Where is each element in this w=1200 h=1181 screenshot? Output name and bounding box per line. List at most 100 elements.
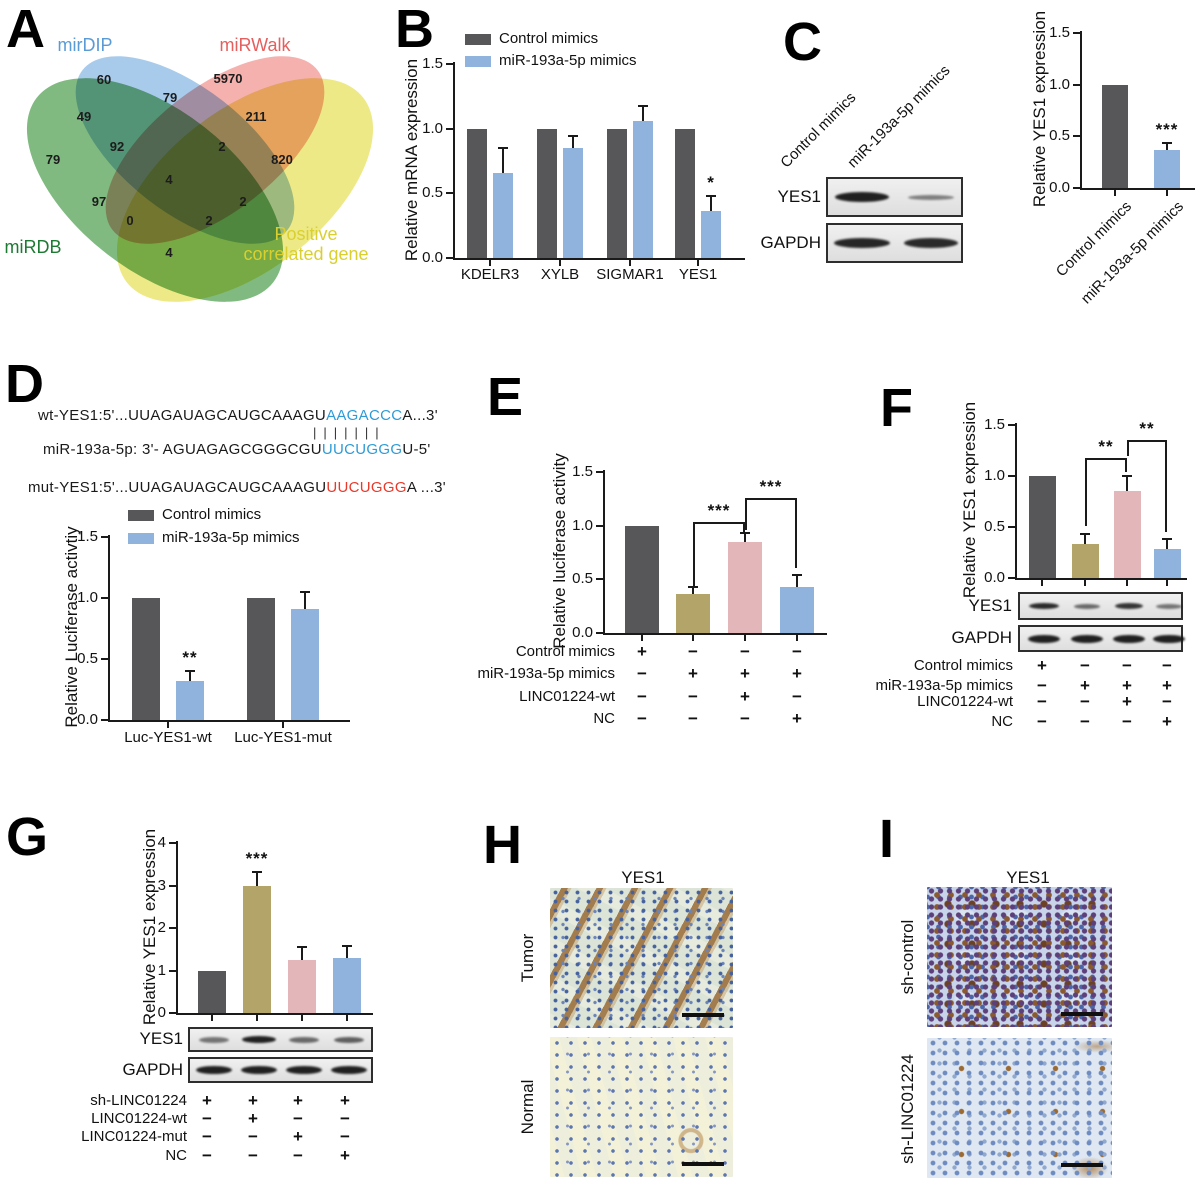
condition-row-label: NC [165,1147,187,1164]
condition-symbol: − [740,709,750,728]
blot-row-label: YES1 [139,1029,183,1048]
venn-count: 820 [271,152,293,167]
error-bar [346,945,348,958]
condition-symbol: − [688,709,698,728]
bar [291,608,319,720]
y-tick [446,63,453,65]
sig-label: *** [1155,119,1179,139]
error-bar [1084,533,1086,545]
sig-bracket-leg [743,522,745,534]
error-bar [301,946,303,960]
condition-row-label: NC [593,710,615,727]
x-tick [211,1015,213,1021]
condition-symbol: − [637,709,647,728]
blot-band [908,194,954,200]
x-tick [489,260,491,266]
bar [676,594,710,633]
panel-a-label: A [6,0,45,59]
bar [563,148,583,258]
blot-box [1018,592,1183,620]
y-tick [596,524,603,527]
y-tick-label: 0 [157,1004,166,1021]
legend-label: Control mimics [162,506,262,523]
venn-ellipse-Positive correlated gene [116,78,374,302]
x-axis [176,1013,373,1015]
condition-symbol: + [740,664,750,683]
bar [675,128,695,258]
blot-band [334,1036,364,1043]
blot-row-label: GAPDH [951,628,1012,647]
panel-c: C 0.0 0.5 1.0 1.5 Relative YES1 expression **… [755,0,1200,340]
condition-symbol: − [1162,656,1172,675]
y-axis [176,841,178,1013]
condition-symbol: − [688,642,698,661]
condition-symbol: + [792,664,802,683]
y-tick [446,192,453,195]
venn-set-label: Positive [274,224,337,244]
x-tick-label: SIGMAR1 [596,266,664,283]
y-tick-label: 1.5 [422,55,443,72]
sig-bracket [745,498,797,500]
y-tick [596,471,603,473]
error-bar [1126,474,1128,492]
panel-d-label: D [5,354,44,414]
ihc-image-normal [550,1037,733,1177]
condition-symbol: − [202,1109,212,1128]
error-bar-cap [568,135,578,138]
condition-row-label: Control mimics [515,643,615,660]
sig-bracket [1127,440,1167,442]
y-axis [453,62,455,258]
condition-symbol: − [340,1127,350,1146]
bar [1028,476,1056,578]
condition-symbol: + [1122,692,1132,711]
y-tick-label: 0.0 [77,711,98,728]
x-tick [167,722,169,728]
bar [198,970,226,1013]
x-tick [301,1015,303,1021]
y-tick [1008,577,1015,579]
ihc-row-label-sh-control: sh-control [898,919,917,995]
x-tick [641,635,643,641]
condition-symbol: − [1080,712,1090,731]
error-bar-cap [1122,474,1132,477]
blot-box [826,177,963,217]
sig-label: *** [245,848,269,868]
y-tick [1008,526,1015,528]
blot-band [1153,634,1185,643]
error-bar [744,532,746,542]
panel-b-label: B [395,0,434,59]
venn-count: 2 [218,139,225,154]
y-tick-label: 0.5 [1049,127,1070,145]
blot-band [199,1036,229,1043]
condition-row-label: NC [991,713,1013,730]
condition-row-label: LINC01224-mut [81,1128,187,1145]
sequence-part: A...3' [402,407,438,424]
bar [633,120,653,258]
bar [243,885,271,1013]
blot-band [1113,634,1145,643]
bar [1071,544,1099,578]
bar [607,128,627,258]
panel-c-label: C [783,12,822,72]
blot-box [188,1057,373,1083]
venn-set-label: mirDIP [58,35,113,55]
panel-i: I YES1 sh-control sh-LINC01224 [820,800,1200,1181]
x-axis [1015,578,1187,580]
venn-count: 2 [205,213,212,228]
x-tick [629,260,631,266]
legend-swatch [128,510,154,521]
bar [625,525,659,633]
blot-band [1074,603,1100,609]
sequence-part: UUCUGGG [321,441,403,458]
condition-row-label: LINC01224-wt [91,1110,187,1127]
sequence-part: mut-YES1:5'...UUAGAUAGCAUGCAAAGU [28,479,327,496]
y-tick [101,597,108,599]
panel-i-label: I [879,809,895,869]
bar [176,680,204,720]
x-tick [1041,580,1043,586]
condition-symbol: + [202,1091,212,1110]
condition-row-label: miR-193a-5p mimics [875,677,1013,694]
condition-symbol: − [740,642,750,661]
error-bar-cap [706,194,716,197]
sig-bracket-leg [1165,440,1167,532]
